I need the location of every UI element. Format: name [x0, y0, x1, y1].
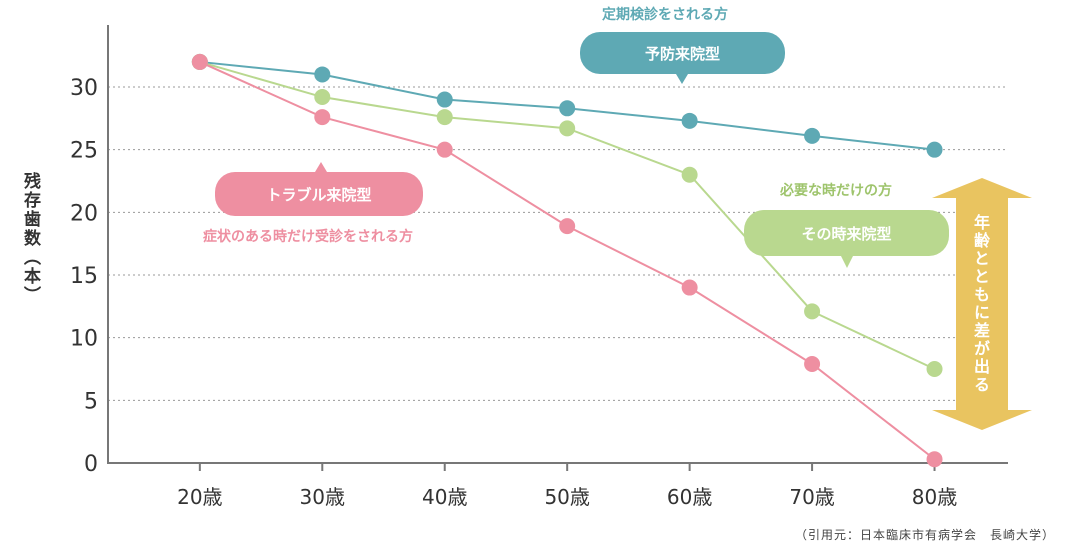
y-tick-label: 25	[70, 139, 98, 164]
data-point	[804, 303, 821, 320]
x-tick-label: 40歳	[422, 485, 467, 509]
data-point	[314, 89, 331, 106]
data-point	[804, 127, 821, 144]
double-arrow-icon	[932, 178, 1032, 430]
y-tick-label: 15	[70, 264, 98, 289]
ondemand-caption: 必要な時だけの方	[780, 183, 892, 199]
data-point	[926, 141, 943, 158]
y-tick-label: 20	[70, 201, 98, 226]
y-tick-label: 0	[84, 452, 98, 477]
y-tick-label: 5	[84, 389, 98, 414]
data-point	[926, 451, 943, 468]
data-point	[436, 109, 453, 126]
x-tick-label: 60歳	[667, 485, 712, 509]
data-point	[314, 66, 331, 83]
data-point	[436, 141, 453, 158]
ondemand-bubble: その時来院型	[744, 210, 949, 268]
data-point	[681, 166, 698, 183]
x-tick-label: 20歳	[177, 485, 222, 509]
source-citation: （引用元：日本臨床市有病学会 長崎大学）	[794, 528, 1055, 542]
data-point	[559, 120, 576, 137]
x-tick-label: 30歳	[300, 485, 345, 509]
y-tick-label: 30	[70, 76, 98, 101]
data-point	[681, 112, 698, 129]
x-tick-label: 70歳	[789, 485, 834, 509]
trouble-bubble: トラブル来院型	[215, 162, 423, 216]
x-tick-label: 50歳	[544, 485, 589, 509]
data-point	[436, 91, 453, 108]
preventive-caption: 定期検診をされる方	[602, 7, 728, 23]
data-point	[681, 279, 698, 296]
data-point	[191, 53, 208, 70]
data-point	[926, 361, 943, 377]
data-point	[559, 100, 576, 117]
preventive-bubble: 予防来院型	[580, 32, 785, 84]
data-point	[314, 109, 331, 126]
data-point	[559, 218, 576, 235]
y-axis-label: 残存歯数（本）	[20, 172, 40, 305]
x-tick-label: 80歳	[912, 485, 957, 509]
data-point	[804, 355, 821, 372]
y-tick-label: 10	[70, 327, 98, 352]
age-gap-annotation: 年齢とともに差が出る	[971, 214, 990, 394]
trouble-caption: 症状のある時だけ受診をされる方	[203, 229, 413, 245]
